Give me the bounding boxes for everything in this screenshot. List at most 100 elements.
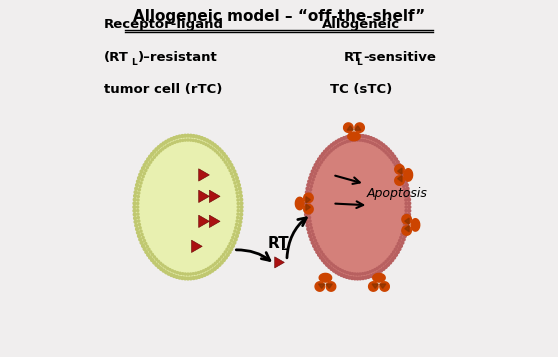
Polygon shape (398, 168, 402, 174)
Circle shape (203, 137, 206, 141)
Circle shape (390, 258, 395, 262)
Circle shape (308, 191, 312, 195)
Circle shape (336, 267, 339, 270)
Circle shape (350, 272, 354, 276)
Circle shape (136, 179, 140, 183)
Circle shape (203, 273, 206, 277)
Circle shape (323, 150, 327, 154)
Circle shape (353, 276, 357, 281)
Circle shape (312, 175, 316, 178)
Polygon shape (304, 205, 313, 214)
Circle shape (407, 194, 411, 198)
Circle shape (132, 205, 137, 209)
Circle shape (321, 152, 325, 156)
Circle shape (374, 272, 378, 276)
Circle shape (222, 253, 225, 256)
Circle shape (406, 186, 410, 191)
Circle shape (358, 276, 362, 281)
Circle shape (136, 209, 140, 212)
Circle shape (405, 205, 408, 209)
Circle shape (138, 237, 142, 242)
Circle shape (177, 276, 182, 280)
Circle shape (336, 144, 339, 147)
Circle shape (379, 268, 383, 273)
Polygon shape (405, 226, 409, 232)
Circle shape (363, 276, 368, 280)
Circle shape (397, 163, 402, 167)
Circle shape (327, 265, 331, 269)
Circle shape (350, 139, 354, 142)
Circle shape (382, 149, 386, 152)
Polygon shape (326, 282, 336, 291)
Circle shape (398, 239, 401, 242)
Circle shape (377, 140, 381, 144)
Circle shape (169, 137, 174, 141)
Circle shape (310, 226, 313, 230)
Circle shape (137, 191, 141, 195)
Circle shape (214, 262, 217, 265)
Circle shape (228, 242, 232, 245)
Circle shape (361, 139, 364, 142)
Circle shape (404, 212, 408, 216)
Circle shape (176, 140, 179, 143)
Circle shape (330, 143, 334, 147)
Circle shape (396, 160, 400, 164)
Circle shape (236, 216, 239, 219)
Circle shape (323, 260, 327, 265)
Circle shape (224, 160, 227, 164)
Polygon shape (398, 176, 402, 182)
Circle shape (307, 179, 311, 183)
Circle shape (231, 175, 234, 178)
Circle shape (183, 276, 187, 281)
Polygon shape (199, 215, 209, 227)
Circle shape (308, 219, 312, 223)
Circle shape (348, 139, 352, 142)
Circle shape (215, 265, 219, 269)
Circle shape (213, 267, 217, 271)
Circle shape (350, 134, 354, 138)
Circle shape (175, 135, 179, 139)
Polygon shape (306, 197, 310, 203)
Circle shape (227, 166, 230, 169)
Circle shape (407, 201, 411, 206)
Circle shape (338, 268, 342, 272)
Circle shape (219, 150, 224, 154)
Circle shape (238, 190, 243, 194)
Text: Apoptosis: Apoptosis (367, 187, 427, 200)
Circle shape (148, 155, 152, 159)
Circle shape (228, 169, 232, 172)
Circle shape (334, 270, 339, 275)
Text: Allogeneic model – “off-the-shelf”: Allogeneic model – “off-the-shelf” (133, 9, 425, 24)
Circle shape (233, 229, 237, 233)
Circle shape (134, 186, 138, 191)
Circle shape (213, 143, 217, 147)
Circle shape (380, 263, 384, 267)
Circle shape (186, 272, 190, 276)
Circle shape (228, 160, 232, 164)
Circle shape (139, 229, 143, 233)
Circle shape (320, 250, 323, 254)
Circle shape (388, 255, 392, 259)
Circle shape (380, 147, 384, 151)
Circle shape (404, 216, 407, 219)
Circle shape (152, 255, 156, 259)
Circle shape (304, 201, 308, 206)
Circle shape (140, 232, 144, 236)
Circle shape (321, 158, 325, 161)
Circle shape (202, 141, 205, 145)
Circle shape (304, 208, 308, 213)
Circle shape (403, 223, 406, 226)
Circle shape (402, 226, 406, 230)
Circle shape (161, 263, 165, 267)
Circle shape (402, 185, 406, 188)
Circle shape (393, 163, 397, 167)
Text: L: L (281, 242, 288, 252)
Polygon shape (373, 273, 385, 282)
Circle shape (341, 141, 344, 145)
Circle shape (173, 140, 177, 144)
Circle shape (159, 267, 163, 271)
Circle shape (358, 134, 362, 138)
Circle shape (211, 147, 215, 151)
Circle shape (238, 220, 243, 224)
Circle shape (356, 272, 359, 276)
